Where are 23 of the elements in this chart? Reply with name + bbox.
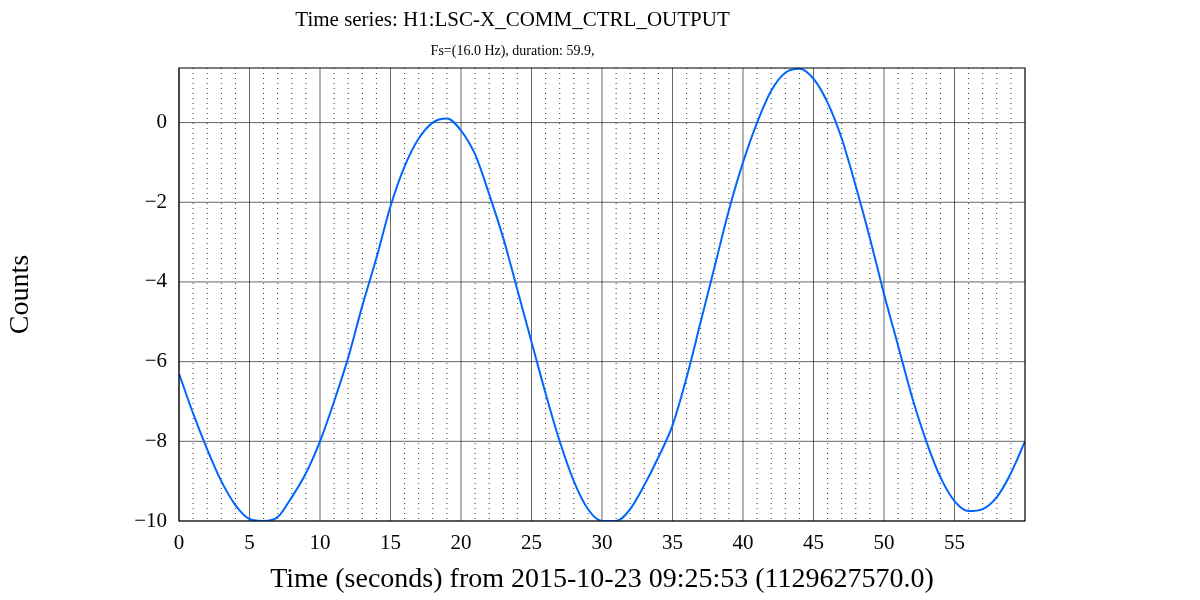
- x-tick-label: 40: [732, 530, 754, 555]
- line-series: [179, 68, 1025, 521]
- x-tick-label: 20: [450, 530, 472, 555]
- x-tick-label: 10: [309, 530, 331, 555]
- x-tick-label: 5: [244, 530, 255, 555]
- y-tick-label: −2: [144, 188, 167, 213]
- y-tick-label: −10: [134, 507, 167, 532]
- y-tick-label: −6: [144, 348, 167, 373]
- x-tick-label: 35: [662, 530, 683, 555]
- chart-title: Time series: H1:LSC-X_COMM_CTRL_OUTPUT: [295, 7, 730, 32]
- x-tick-label: 0: [173, 530, 185, 555]
- x-tick-label: 25: [521, 530, 542, 555]
- x-tick-label: 55: [944, 530, 965, 555]
- x-tick-label: 30: [591, 530, 613, 555]
- x-tick-label: 50: [873, 530, 895, 555]
- x-tick-label: 15: [380, 530, 401, 555]
- x-tick-label: 45: [803, 530, 824, 555]
- y-tick-label: 0: [156, 109, 167, 134]
- x-axis-title: Time (seconds) from 2015-10-23 09:25:53 (1129627570.0): [270, 561, 934, 593]
- y-axis-title: Counts: [3, 254, 35, 335]
- chart-subtitle: Fs=(16.0 Hz), duration: 59.9,: [430, 43, 595, 60]
- y-tick-label: −8: [144, 427, 167, 452]
- y-tick-label: −4: [144, 268, 168, 293]
